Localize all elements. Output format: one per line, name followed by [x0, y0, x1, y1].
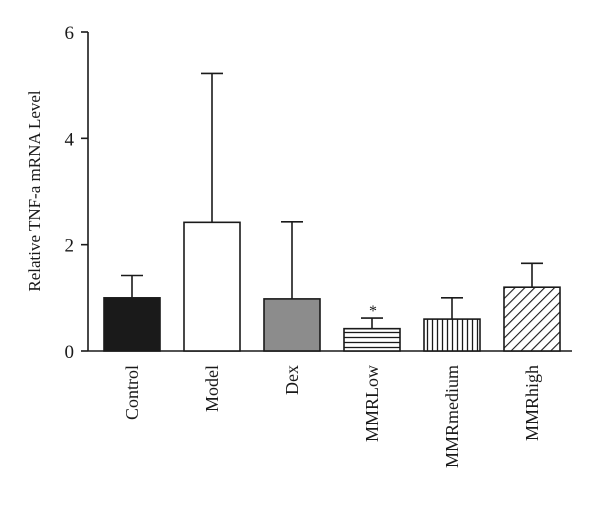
- bar-mmrlow: [343, 327, 401, 352]
- bar-model: [183, 221, 241, 352]
- significance-marker: *: [369, 303, 377, 320]
- category-label: Dex: [282, 365, 302, 395]
- bar-mmrmedium: [423, 318, 481, 352]
- bar-dex: [263, 298, 321, 352]
- y-tick-label: 4: [65, 129, 75, 150]
- category-label: MMRmedium: [442, 365, 462, 468]
- y-ticks: 0 2 4 6: [65, 23, 88, 363]
- bars: *: [103, 72, 561, 352]
- y-tick-label: 0: [65, 342, 75, 363]
- bar-mmrhigh: [503, 286, 561, 352]
- y-tick-label: 6: [65, 23, 75, 44]
- category-label: Model: [202, 365, 222, 412]
- category-label: Control: [122, 365, 142, 420]
- category-labels: Control Model Dex MMRLow MMRmedium MMRhigh: [122, 365, 542, 468]
- bar-control: [103, 297, 161, 352]
- category-label: MMRhigh: [522, 365, 542, 441]
- category-label: MMRLow: [362, 365, 382, 442]
- y-tick-label: 2: [65, 236, 75, 257]
- y-axis-title: Relative TNF-a mRNA Level: [25, 90, 44, 292]
